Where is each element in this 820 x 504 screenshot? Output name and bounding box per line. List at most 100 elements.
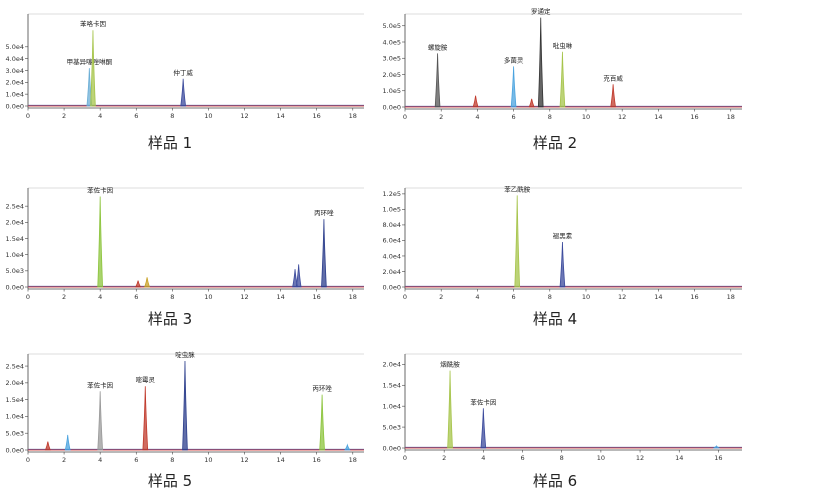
peak-label: 仲丁威 [173, 68, 193, 77]
x-tick-label: 8 [560, 454, 564, 462]
chromatogram-peak [610, 84, 616, 108]
x-tick-label: 12 [240, 293, 248, 301]
x-tick-label: 2 [62, 112, 66, 120]
y-tick-label: 1.0e5 [383, 87, 401, 95]
y-tick-label: 5.0e5 [383, 22, 401, 30]
peak-label: 褪黑素 [553, 231, 573, 240]
peak-label: 苯乙酰胺 [504, 184, 531, 193]
peak-label: 克百威 [603, 73, 623, 82]
y-tick-label: 1.5e4 [6, 235, 24, 243]
x-tick-label: 4 [475, 293, 479, 301]
chromatogram-peak [64, 434, 71, 451]
y-tick-label: 1.2e5 [383, 190, 401, 198]
x-tick-label: 16 [313, 293, 321, 301]
chart-panel-2: 0 2 4 6 8 10 12 14 16 18 0.0e0 1.0e5 2.0e5 3.0e5 4.0e5… [383, 7, 742, 152]
chromatogram-peak [97, 196, 103, 288]
x-tick-label: 4 [98, 293, 102, 301]
x-tick-label: 14 [276, 293, 284, 301]
x-tick-label: 2 [439, 113, 443, 121]
panel-caption: 样品 2 [533, 134, 577, 152]
chromatogram-peak [447, 370, 453, 449]
x-tick-label: 2 [442, 454, 446, 462]
peak-label: 苯佐卡因 [470, 397, 496, 406]
x-tick-label: 10 [582, 293, 590, 301]
x-tick-label: 4 [98, 112, 102, 120]
x-tick-label: 18 [727, 113, 735, 121]
x-tick-label: 10 [597, 454, 605, 462]
y-tick-label: 1.0e4 [6, 413, 24, 421]
x-tick-label: 16 [714, 454, 722, 462]
peak-label: 苯咯卡因 [80, 19, 106, 28]
chromatogram-peak [559, 241, 566, 288]
x-tick-label: 10 [204, 293, 212, 301]
chart-panel-4: 0 2 4 6 8 10 12 14 16 18 0.0e0 2.0e4 4.0e4 6.0e4 8.0e4… [383, 184, 742, 328]
panel-caption: 样品 5 [148, 472, 192, 490]
x-tick-label: 8 [170, 112, 174, 120]
x-tick-label: 4 [98, 456, 102, 464]
chromatogram-peak [182, 361, 188, 451]
x-tick-label: 4 [481, 454, 485, 462]
chromatogram-peak [319, 394, 325, 451]
chromatogram-peak [510, 66, 517, 108]
x-tick-label: 0 [403, 113, 407, 121]
x-tick-label: 16 [313, 456, 321, 464]
x-tick-label: 14 [654, 293, 662, 301]
chromatogram-peak [144, 277, 151, 288]
y-tick-label: 2.0e4 [383, 268, 401, 276]
peak-label: 吡虫啉 [553, 41, 573, 50]
chromatogram-peak [480, 408, 487, 449]
y-tick-label: 0.0e0 [6, 102, 24, 110]
y-tick-label: 2.0e5 [383, 71, 401, 79]
x-tick-label: 8 [548, 113, 552, 121]
y-tick-label: 5.0e3 [383, 423, 401, 431]
chromatogram-peak [537, 17, 544, 108]
x-tick-label: 0 [403, 293, 407, 301]
y-tick-label: 3.0e5 [383, 55, 401, 63]
chromatogram-peak [514, 195, 521, 288]
chart-panel-5: 0 2 4 6 8 10 12 14 16 18 0.0e0 5.0e3 1.0e4 1.5e4 2.0e4… [6, 350, 364, 490]
peak-label: 苯佐卡因 [87, 185, 113, 194]
y-tick-label: 2.5e4 [6, 362, 24, 370]
y-tick-label: 0.0e0 [383, 444, 401, 452]
x-tick-label: 6 [520, 454, 524, 462]
y-tick-label: 2.0e4 [383, 361, 401, 369]
peak-label: 螺旋胺 [428, 42, 448, 51]
y-tick-label: 4.0e4 [6, 55, 24, 63]
chromatogram-peak [434, 53, 441, 108]
x-tick-label: 0 [26, 456, 30, 464]
x-tick-label: 12 [240, 456, 248, 464]
x-tick-label: 6 [134, 456, 138, 464]
panel-caption: 样品 6 [533, 472, 577, 490]
chromatogram-peak [295, 264, 302, 288]
x-tick-label: 16 [313, 112, 321, 120]
x-tick-label: 2 [62, 293, 66, 301]
peak-label: 多菌灵 [504, 55, 524, 64]
x-tick-label: 12 [618, 293, 626, 301]
peak-label: 苯佐卡因 [87, 380, 113, 389]
panel-caption: 样品 3 [148, 310, 192, 328]
peak-label: 甲基异噻唑啉酮 [67, 57, 113, 66]
y-tick-label: 6.0e4 [383, 237, 401, 245]
x-tick-label: 6 [134, 293, 138, 301]
x-tick-label: 10 [204, 112, 212, 120]
x-tick-label: 14 [276, 456, 284, 464]
chromatogram-peak [528, 98, 535, 108]
x-tick-label: 10 [204, 456, 212, 464]
x-tick-label: 2 [439, 293, 443, 301]
x-tick-label: 18 [349, 112, 357, 120]
chromatogram-peak [90, 30, 96, 107]
y-tick-label: 0.0e0 [383, 103, 401, 111]
x-tick-label: 12 [636, 454, 644, 462]
x-tick-label: 6 [512, 293, 516, 301]
y-tick-label: 3.0e4 [6, 67, 24, 75]
chromatogram-peak [712, 445, 721, 449]
x-tick-label: 12 [240, 112, 248, 120]
chart-panel-1: 0 2 4 6 8 10 12 14 16 18 0.0e0 1.0e4 2.0e4 3.0e4 4.0e4… [6, 13, 364, 152]
x-tick-label: 18 [727, 293, 735, 301]
x-tick-label: 12 [618, 113, 626, 121]
x-tick-label: 8 [170, 293, 174, 301]
chromatogram-peak [97, 391, 103, 451]
y-tick-label: 1.0e5 [383, 206, 401, 214]
x-tick-label: 2 [62, 456, 66, 464]
